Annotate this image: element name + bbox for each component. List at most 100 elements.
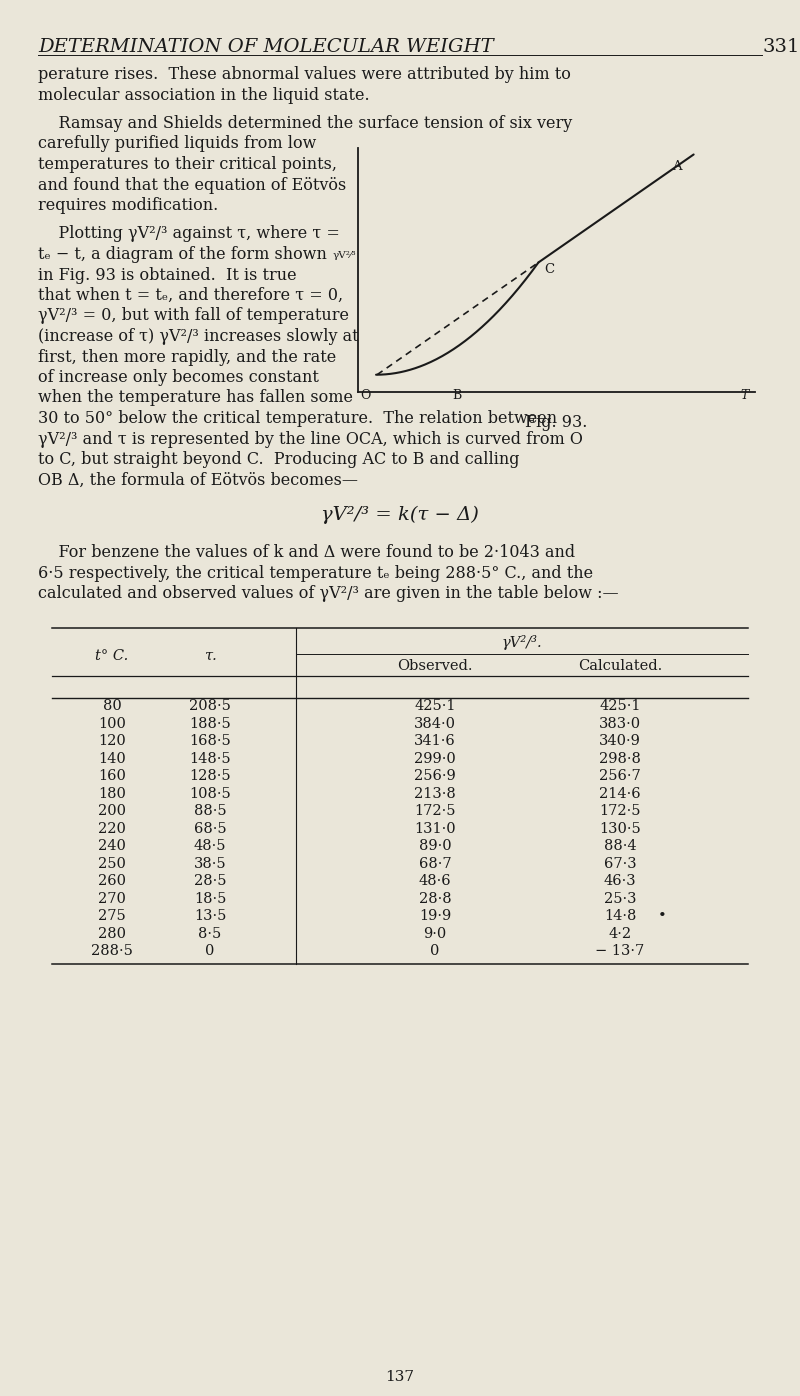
Text: 250: 250: [98, 857, 126, 871]
Text: 275: 275: [98, 909, 126, 923]
Text: − 13·7: − 13·7: [595, 944, 645, 958]
Text: Ramsay and Shields determined the surface tension of six very: Ramsay and Shields determined the surfac…: [38, 114, 572, 133]
Text: 188·5: 188·5: [189, 716, 231, 730]
Text: 18·5: 18·5: [194, 892, 226, 906]
Text: 256·9: 256·9: [414, 769, 456, 783]
Text: 214·6: 214·6: [599, 787, 641, 801]
Text: γV²/³ = k(τ − Δ): γV²/³ = k(τ − Δ): [321, 505, 479, 525]
Text: 48·6: 48·6: [418, 874, 451, 888]
Text: temperatures to their critical points,: temperatures to their critical points,: [38, 156, 337, 173]
Text: 137: 137: [386, 1369, 414, 1383]
Text: 128·5: 128·5: [189, 769, 231, 783]
Text: that when t = tₑ, and therefore τ = 0,: that when t = tₑ, and therefore τ = 0,: [38, 288, 343, 304]
Text: 68·5: 68·5: [194, 822, 226, 836]
Text: 331: 331: [762, 38, 799, 56]
Text: 270: 270: [98, 892, 126, 906]
Text: 48·5: 48·5: [194, 839, 226, 853]
Text: 341·6: 341·6: [414, 734, 456, 748]
Text: perature rises.  These abnormal values were attributed by him to: perature rises. These abnormal values we…: [38, 66, 571, 82]
Text: 120: 120: [98, 734, 126, 748]
Text: 298·8: 298·8: [599, 752, 641, 766]
Text: to C, but straight beyond C.  Producing AC to B and calling: to C, but straight beyond C. Producing A…: [38, 451, 519, 468]
Text: 89·0: 89·0: [418, 839, 451, 853]
Text: 19·9: 19·9: [419, 909, 451, 923]
Text: 8·5: 8·5: [198, 927, 222, 941]
Text: calculated and observed values of γV²/³ are given in the table below :—: calculated and observed values of γV²/³ …: [38, 585, 618, 602]
Text: 260: 260: [98, 874, 126, 888]
Text: 240: 240: [98, 839, 126, 853]
Text: tₑ − t, a diagram of the form shown: tₑ − t, a diagram of the form shown: [38, 246, 327, 262]
Text: 68·7: 68·7: [418, 857, 451, 871]
Text: 340·9: 340·9: [599, 734, 641, 748]
Text: t° C.: t° C.: [95, 649, 129, 663]
Text: 208·5: 208·5: [189, 699, 231, 713]
Text: of increase only becomes constant: of increase only becomes constant: [38, 369, 319, 387]
Text: 172·5: 172·5: [414, 804, 456, 818]
Text: T: T: [741, 388, 749, 402]
Text: 67·3: 67·3: [604, 857, 636, 871]
Text: 140: 140: [98, 752, 126, 766]
Text: 28·8: 28·8: [418, 892, 451, 906]
Text: τ.: τ.: [204, 649, 216, 663]
Text: 299·0: 299·0: [414, 752, 456, 766]
Text: A: A: [672, 159, 682, 173]
Text: 88·4: 88·4: [604, 839, 636, 853]
Text: 172·5: 172·5: [599, 804, 641, 818]
Text: 383·0: 383·0: [599, 716, 641, 730]
Text: 80: 80: [102, 699, 122, 713]
Text: 384·0: 384·0: [414, 716, 456, 730]
Text: requires modification.: requires modification.: [38, 197, 218, 214]
Text: 200: 200: [98, 804, 126, 818]
Text: first, then more rapidly, and the rate: first, then more rapidly, and the rate: [38, 349, 336, 366]
Text: For benzene the values of k and Δ were found to be 2·1043 and: For benzene the values of k and Δ were f…: [38, 544, 575, 561]
Text: 213·8: 213·8: [414, 787, 456, 801]
Text: 14·8: 14·8: [604, 909, 636, 923]
Text: 30 to 50° below the critical temperature.  The relation between: 30 to 50° below the critical temperature…: [38, 410, 557, 427]
Text: 168·5: 168·5: [189, 734, 231, 748]
Text: carefully purified liquids from low: carefully purified liquids from low: [38, 135, 316, 152]
Text: 256·7: 256·7: [599, 769, 641, 783]
Text: when the temperature has fallen some: when the temperature has fallen some: [38, 389, 353, 406]
Text: O: O: [360, 388, 370, 402]
Text: 425·1: 425·1: [599, 699, 641, 713]
Text: 25·3: 25·3: [604, 892, 636, 906]
Text: Calculated.: Calculated.: [578, 659, 662, 673]
Text: OB Δ, the formula of Eötvös becomes—: OB Δ, the formula of Eötvös becomes—: [38, 472, 358, 489]
Text: 13·5: 13·5: [194, 909, 226, 923]
Text: 130·5: 130·5: [599, 822, 641, 836]
Text: 46·3: 46·3: [604, 874, 636, 888]
Text: 108·5: 108·5: [189, 787, 231, 801]
Text: 0: 0: [430, 944, 440, 958]
Text: C: C: [544, 264, 554, 276]
Text: •: •: [658, 909, 666, 923]
Text: 160: 160: [98, 769, 126, 783]
Text: Fig. 93.: Fig. 93.: [526, 415, 588, 431]
Text: 38·5: 38·5: [194, 857, 226, 871]
Text: 100: 100: [98, 716, 126, 730]
Text: 280: 280: [98, 927, 126, 941]
Text: γV²/³ = 0, but with fall of temperature: γV²/³ = 0, but with fall of temperature: [38, 307, 349, 324]
Text: 425·1: 425·1: [414, 699, 456, 713]
Text: 9·0: 9·0: [423, 927, 446, 941]
Text: γV²/³ and τ is represented by the line OCA, which is curved from O: γV²/³ and τ is represented by the line O…: [38, 430, 583, 448]
Text: B: B: [452, 388, 461, 402]
Text: and found that the equation of Eötvös: and found that the equation of Eötvös: [38, 176, 346, 194]
Text: 288·5: 288·5: [91, 944, 133, 958]
Text: (increase of τ) γV²/³ increases slowly at: (increase of τ) γV²/³ increases slowly a…: [38, 328, 358, 345]
Text: γV²/³.: γV²/³.: [502, 635, 542, 651]
Text: 220: 220: [98, 822, 126, 836]
Text: 148·5: 148·5: [189, 752, 231, 766]
Text: 4·2: 4·2: [609, 927, 631, 941]
Text: Plotting γV²/³ against τ, where τ =: Plotting γV²/³ against τ, where τ =: [38, 226, 340, 243]
Text: DETERMINATION OF MOLECULAR WEIGHT: DETERMINATION OF MOLECULAR WEIGHT: [38, 38, 494, 56]
Text: molecular association in the liquid state.: molecular association in the liquid stat…: [38, 87, 370, 103]
Text: in Fig. 93 is obtained.  It is true: in Fig. 93 is obtained. It is true: [38, 267, 297, 283]
Text: 28·5: 28·5: [194, 874, 226, 888]
Text: 0: 0: [206, 944, 214, 958]
Text: Observed.: Observed.: [398, 659, 473, 673]
Text: 6·5 respectively, the critical temperature tₑ being 288·5° C., and the: 6·5 respectively, the critical temperatu…: [38, 564, 593, 582]
Text: 131·0: 131·0: [414, 822, 456, 836]
Text: 88·5: 88·5: [194, 804, 226, 818]
Text: 180: 180: [98, 787, 126, 801]
Text: γV²⁄³: γV²⁄³: [333, 251, 356, 261]
